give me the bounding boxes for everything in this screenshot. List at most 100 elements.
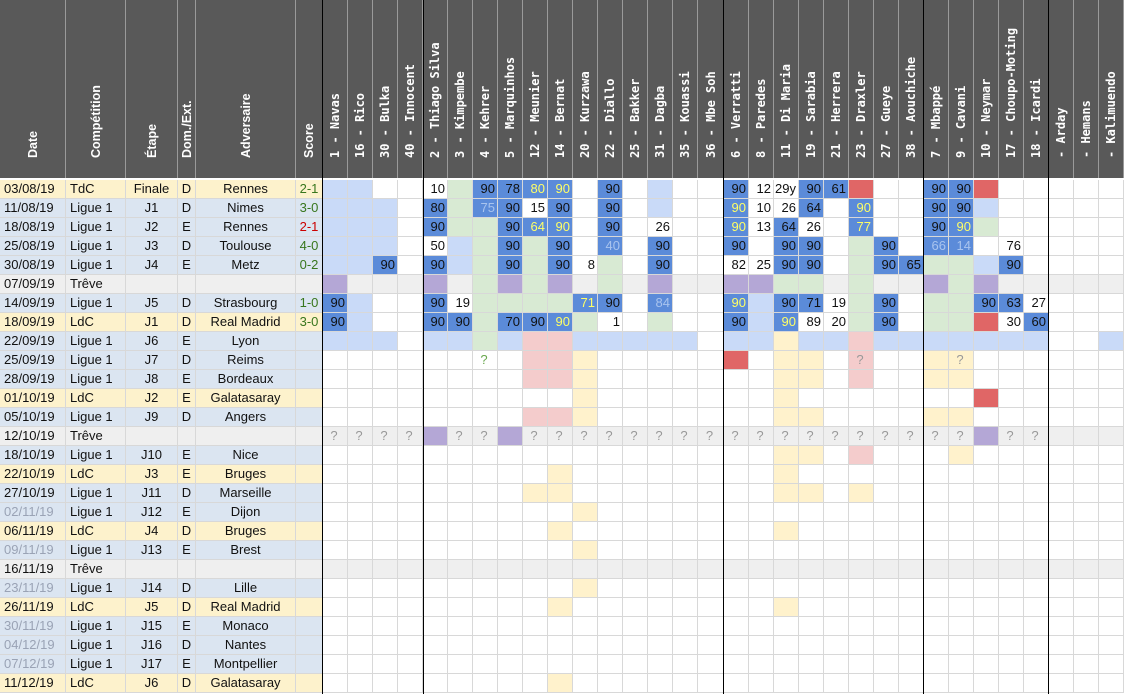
player-minutes-cell[interactable] [423,579,448,598]
player-minutes-cell[interactable] [724,351,749,370]
player-minutes-cell[interactable] [899,674,924,693]
cell-adv[interactable]: Montpellier [196,655,296,674]
player-minutes-cell[interactable] [573,389,598,408]
player-minutes-cell[interactable] [673,408,698,427]
table-row[interactable]: 11/12/19 LdC J6 D Galatasaray [0,674,1124,693]
player-minutes-cell[interactable] [974,199,999,218]
player-minutes-cell[interactable] [949,332,974,351]
player-minutes-cell[interactable] [849,541,874,560]
player-minutes-cell[interactable] [774,655,799,674]
header-player[interactable]: 11 - Di Maria [774,0,799,178]
player-minutes-cell[interactable] [1099,674,1124,693]
header-player[interactable]: 20 - Kurzawa [573,0,598,178]
cell-comp[interactable]: LdC [66,598,126,617]
player-minutes-cell[interactable] [1049,503,1074,522]
player-minutes-cell[interactable] [949,617,974,636]
player-minutes-cell[interactable] [1074,427,1099,446]
player-minutes-cell[interactable] [373,522,398,541]
player-minutes-cell[interactable] [1024,237,1049,256]
header-player[interactable]: 12 - Meunier [523,0,548,178]
player-minutes-cell[interactable]: ? [698,427,724,446]
player-minutes-cell[interactable] [799,617,824,636]
cell-adv[interactable]: Lyon [196,332,296,351]
player-minutes-cell[interactable] [498,674,523,693]
player-minutes-cell[interactable] [323,522,348,541]
player-minutes-cell[interactable] [774,446,799,465]
cell-date[interactable]: 22/10/19 [0,465,66,484]
player-minutes-cell[interactable] [999,503,1024,522]
player-minutes-cell[interactable]: 90 [423,294,448,313]
player-minutes-cell[interactable] [999,560,1024,579]
cell-date[interactable]: 12/10/19 [0,427,66,446]
player-minutes-cell[interactable] [749,332,774,351]
player-minutes-cell[interactable]: 70 [498,313,523,332]
player-minutes-cell[interactable] [373,598,398,617]
player-minutes-cell[interactable] [573,617,598,636]
player-minutes-cell[interactable] [548,560,573,579]
player-minutes-cell[interactable] [874,636,899,655]
player-minutes-cell[interactable] [924,617,949,636]
player-minutes-cell[interactable] [323,180,348,199]
player-minutes-cell[interactable] [648,655,673,674]
player-minutes-cell[interactable] [924,560,949,579]
player-minutes-cell[interactable] [1074,503,1099,522]
player-minutes-cell[interactable] [673,674,698,693]
player-minutes-cell[interactable] [573,275,598,294]
player-minutes-cell[interactable] [323,465,348,484]
cell-adv[interactable] [196,427,296,446]
player-minutes-cell[interactable] [1099,655,1124,674]
player-minutes-cell[interactable] [874,503,899,522]
player-minutes-cell[interactable] [448,237,473,256]
player-minutes-cell[interactable]: 61 [824,180,849,199]
player-minutes-cell[interactable] [749,389,774,408]
player-minutes-cell[interactable] [673,294,698,313]
player-minutes-cell[interactable] [448,617,473,636]
player-minutes-cell[interactable]: 90 [799,180,824,199]
header-player[interactable]: - Arday [1049,0,1074,178]
player-minutes-cell[interactable] [749,655,774,674]
player-minutes-cell[interactable]: ? [874,427,899,446]
player-minutes-cell[interactable] [974,446,999,465]
player-minutes-cell[interactable] [1049,541,1074,560]
player-minutes-cell[interactable] [523,332,548,351]
player-minutes-cell[interactable] [548,275,573,294]
player-minutes-cell[interactable] [623,332,648,351]
player-minutes-cell[interactable] [448,674,473,693]
player-minutes-cell[interactable] [874,560,899,579]
cell-dom[interactable]: D [178,294,196,313]
player-minutes-cell[interactable] [473,446,498,465]
player-minutes-cell[interactable] [673,598,698,617]
player-minutes-cell[interactable]: 26 [774,199,799,218]
cell-comp[interactable]: Ligue 1 [66,655,126,674]
player-minutes-cell[interactable] [348,636,373,655]
player-minutes-cell[interactable] [974,617,999,636]
player-minutes-cell[interactable]: 90 [774,313,799,332]
player-minutes-cell[interactable] [1049,199,1074,218]
player-minutes-cell[interactable] [623,294,648,313]
player-minutes-cell[interactable]: 8 [573,256,598,275]
player-minutes-cell[interactable]: 13 [749,218,774,237]
player-minutes-cell[interactable] [1024,180,1049,199]
player-minutes-cell[interactable] [1024,484,1049,503]
player-minutes-cell[interactable] [949,636,974,655]
player-minutes-cell[interactable]: ? [398,427,423,446]
player-minutes-cell[interactable] [724,617,749,636]
player-minutes-cell[interactable] [548,617,573,636]
player-minutes-cell[interactable] [323,256,348,275]
player-minutes-cell[interactable] [648,579,673,598]
player-minutes-cell[interactable] [573,370,598,389]
player-minutes-cell[interactable] [348,655,373,674]
player-minutes-cell[interactable]: 71 [799,294,824,313]
table-row[interactable]: 01/10/19 LdC J2 E Galatasaray [0,389,1124,408]
player-minutes-cell[interactable] [849,275,874,294]
player-minutes-cell[interactable]: 19 [824,294,849,313]
player-minutes-cell[interactable] [1049,351,1074,370]
player-minutes-cell[interactable] [423,370,448,389]
player-minutes-cell[interactable] [323,370,348,389]
player-minutes-cell[interactable]: 90 [974,294,999,313]
player-minutes-cell[interactable] [1024,408,1049,427]
player-minutes-cell[interactable] [573,674,598,693]
cell-dom[interactable]: D [178,636,196,655]
player-minutes-cell[interactable] [598,256,623,275]
player-minutes-cell[interactable]: 90 [949,218,974,237]
